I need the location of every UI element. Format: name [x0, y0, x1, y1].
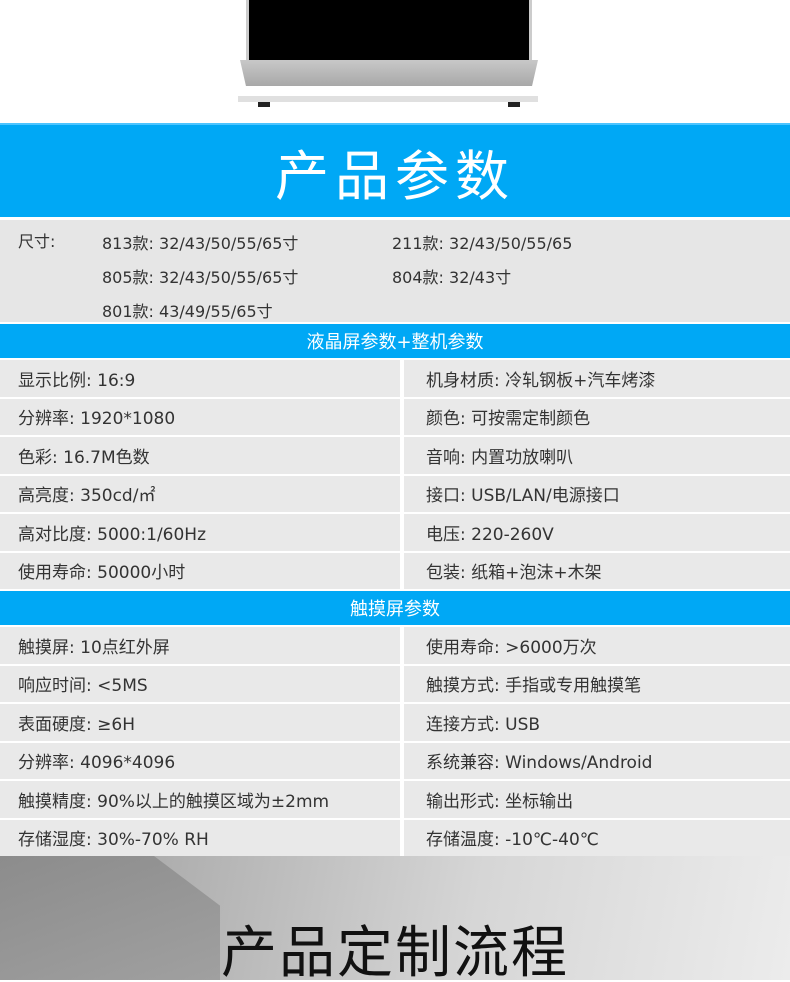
spec-row: 高亮度: 350cd/㎡ 接口: USB/LAN/电源接口: [0, 473, 790, 512]
value: 32/43/50/55/65: [449, 234, 573, 253]
spec-cell: 输出形式: 坐标输出: [404, 781, 790, 818]
spec-cell: 触摸屏: 10点红外屏: [0, 627, 400, 664]
section-title: 产品参数: [0, 123, 790, 217]
spec-cell: 接口: USB/LAN/电源接口: [404, 475, 790, 512]
spec-cell: 存储温度: -10℃-40℃: [404, 819, 790, 856]
spec-cell: 音响: 内置功放喇叭: [404, 437, 790, 474]
lcd-section-header: 液晶屏参数+整机参数: [0, 324, 790, 358]
spec-cell: 色彩: 16.7M色数: [0, 437, 400, 474]
size-item: 801款: 43/49/55/65寸: [102, 298, 273, 322]
kiosk-foot: [508, 102, 520, 107]
spec-cell: 存储湿度: 30%-70% RH: [0, 819, 400, 856]
spec-cell: 响应时间: <5MS: [0, 665, 400, 702]
touch-section-header: 触摸屏参数: [0, 591, 790, 625]
spec-row: 色彩: 16.7M色数 音响: 内置功放喇叭: [0, 435, 790, 474]
kiosk-screen: [246, 0, 532, 60]
spec-cell: 包装: 纸箱+泡沫+木架: [404, 552, 790, 589]
spec-cell: 触摸方式: 手指或专用触摸笔: [404, 665, 790, 702]
value: 32/43寸: [449, 268, 512, 287]
model: 813款:: [102, 234, 154, 253]
product-image: [0, 0, 790, 123]
spec-cell: 分辨率: 1920*1080: [0, 398, 400, 435]
footer-banner: 产品定制流程: [0, 856, 790, 980]
kiosk-foot: [258, 102, 270, 107]
sizes-label: 尺寸:: [18, 232, 56, 251]
spec-row: 显示比例: 16:9 机身材质: 冷轧钢板+汽车烤漆: [0, 358, 790, 397]
spec-row: 响应时间: <5MS 触摸方式: 手指或专用触摸笔: [0, 663, 790, 702]
spec-row: 存储湿度: 30%-70% RH 存储温度: -10℃-40℃: [0, 817, 790, 856]
size-item: 813款: 32/43/50/55/65寸: [102, 230, 298, 254]
spec-row: 表面硬度: ≥6H 连接方式: USB: [0, 702, 790, 741]
spec-cell: 触摸精度: 90%以上的触摸区域为±2mm: [0, 781, 400, 818]
lcd-spec-table: 显示比例: 16:9 机身材质: 冷轧钢板+汽车烤漆 分辨率: 1920*1080 颜…: [0, 358, 790, 589]
spec-row: 高对比度: 5000:1/60Hz 电压: 220-260V: [0, 512, 790, 551]
spec-cell: 电压: 220-260V: [404, 514, 790, 551]
value: 32/43/50/55/65寸: [159, 268, 299, 287]
spec-cell: 连接方式: USB: [404, 704, 790, 741]
spec-cell: 高对比度: 5000:1/60Hz: [0, 514, 400, 551]
spec-row: 分辨率: 4096*4096 系统兼容: Windows/Android: [0, 740, 790, 779]
model: 211款:: [392, 234, 444, 253]
size-item: 804款: 32/43寸: [392, 264, 511, 288]
sizes-block: 尺寸: 813款: 32/43/50/55/65寸 211款: 32/43/50…: [0, 217, 790, 322]
spec-cell: 系统兼容: Windows/Android: [404, 742, 790, 779]
model: 801款:: [102, 302, 154, 321]
value: 32/43/50/55/65寸: [159, 234, 299, 253]
size-item: 211款: 32/43/50/55/65: [392, 230, 572, 254]
model: 805款:: [102, 268, 154, 287]
value: 43/49/55/65寸: [159, 302, 273, 321]
spec-cell: 分辨率: 4096*4096: [0, 742, 400, 779]
spec-row: 分辨率: 1920*1080 颜色: 可按需定制颜色: [0, 396, 790, 435]
spec-cell: 颜色: 可按需定制颜色: [404, 398, 790, 435]
spec-row: 触摸精度: 90%以上的触摸区域为±2mm 输出形式: 坐标输出: [0, 779, 790, 818]
spec-cell: 高亮度: 350cd/㎡: [0, 475, 400, 512]
spec-cell: 使用寿命: 50000小时: [0, 552, 400, 589]
kiosk-base-plate: [238, 96, 538, 102]
kiosk-base: [240, 60, 538, 86]
spec-cell: 机身材质: 冷轧钢板+汽车烤漆: [404, 360, 790, 397]
spec-cell: 显示比例: 16:9: [0, 360, 400, 397]
model: 804款:: [392, 268, 444, 287]
touch-spec-table: 触摸屏: 10点红外屏 使用寿命: >6000万次 响应时间: <5MS 触摸方式: …: [0, 625, 790, 856]
spec-cell: 表面硬度: ≥6H: [0, 704, 400, 741]
spec-row: 使用寿命: 50000小时 包装: 纸箱+泡沫+木架: [0, 550, 790, 589]
spec-cell: 使用寿命: >6000万次: [404, 627, 790, 664]
size-item: 805款: 32/43/50/55/65寸: [102, 264, 298, 288]
footer-title: 产品定制流程: [221, 921, 569, 980]
spec-row: 触摸屏: 10点红外屏 使用寿命: >6000万次: [0, 625, 790, 664]
